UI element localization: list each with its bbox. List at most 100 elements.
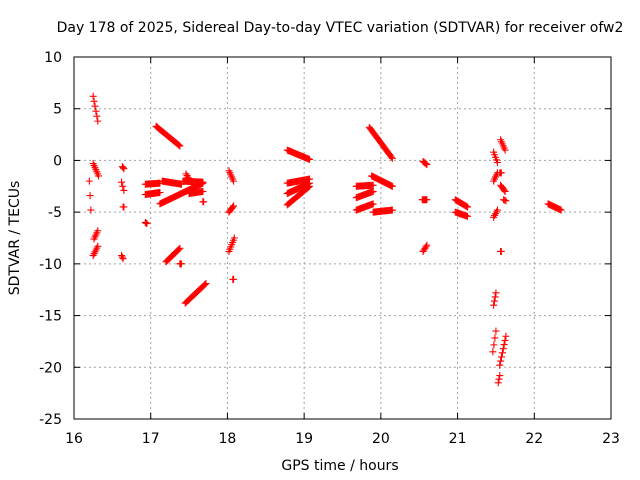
data-point (490, 297, 498, 305)
y-tick-label: -10 (39, 257, 62, 273)
data-point (229, 203, 237, 211)
data-point (464, 212, 472, 220)
data-point (87, 206, 95, 214)
data-point (94, 117, 102, 125)
data-point (491, 293, 499, 301)
data-point (369, 181, 377, 189)
data-point (176, 244, 184, 252)
y-tick-label: 10 (44, 50, 62, 66)
data-point (120, 186, 128, 194)
data-point (500, 186, 508, 194)
y-tick-label: -20 (39, 360, 62, 376)
x-tick-label: 16 (65, 431, 83, 447)
data-point (200, 198, 208, 206)
data-point (493, 206, 501, 214)
plot-frame (73, 56, 612, 420)
data-point (201, 280, 209, 288)
data-point (118, 178, 126, 186)
data-point (502, 197, 510, 205)
grid (74, 57, 611, 419)
data-point (230, 177, 238, 185)
data-point (496, 361, 504, 369)
data-point (489, 348, 497, 356)
x-axis-label: GPS time / hours (281, 458, 398, 474)
data-point (85, 177, 93, 185)
chart-title: Day 178 of 2025, Sidereal Day-to-day VTE… (57, 20, 624, 36)
data-point (492, 327, 500, 335)
y-tick-label: -25 (39, 412, 62, 428)
data-point (490, 341, 498, 349)
data-point (118, 253, 126, 261)
data-point (492, 289, 500, 297)
x-tick-label: 21 (449, 431, 467, 447)
data-point (185, 175, 193, 183)
data-point (369, 187, 377, 195)
data-point (501, 187, 509, 195)
data-point (176, 142, 184, 150)
data-point (495, 375, 503, 383)
data-point (305, 183, 313, 191)
data-point (230, 234, 238, 242)
x-tick-label: 18 (219, 431, 237, 447)
data-point (175, 245, 183, 253)
data-point (119, 182, 127, 190)
data-point (95, 172, 103, 180)
data-point (501, 336, 509, 344)
x-tick-label: 22 (525, 431, 543, 447)
data-point (199, 178, 207, 186)
data-point (199, 187, 207, 195)
data-point (120, 165, 128, 173)
data-point (423, 241, 431, 249)
data-point (497, 247, 505, 255)
data-point (230, 202, 238, 210)
data-point (230, 275, 238, 283)
data-point (500, 341, 508, 349)
data-points (85, 92, 565, 387)
data-point (463, 202, 471, 210)
data-point (499, 345, 507, 353)
data-point (502, 332, 510, 340)
data-point (497, 357, 505, 365)
y-tick-label: -5 (48, 205, 62, 221)
data-point (94, 227, 102, 235)
data-point (464, 203, 472, 211)
y-tick-label: 0 (53, 153, 62, 169)
data-point (156, 188, 164, 196)
data-point (388, 182, 396, 190)
data-point (306, 182, 314, 190)
data-point (369, 200, 377, 208)
data-point (177, 260, 185, 268)
data-point (423, 196, 431, 204)
data-point (387, 153, 395, 161)
data-point (498, 349, 506, 357)
data-point (119, 164, 127, 172)
x-tick-label: 19 (295, 431, 313, 447)
data-point (94, 242, 102, 250)
data-point (497, 169, 505, 177)
data-point (498, 353, 506, 361)
data-point (388, 206, 396, 214)
data-point (422, 160, 430, 168)
axis-ticks: 16 17 18 19 20 21 22 23 10 5 0 -5 -10 -15 -20 -25 (39, 50, 620, 447)
y-tick-label: 5 (53, 102, 62, 118)
data-point (119, 255, 127, 263)
data-point (202, 280, 210, 288)
data-point (557, 206, 565, 214)
data-point (90, 97, 98, 105)
data-point (388, 154, 396, 162)
data-point (184, 173, 192, 181)
data-point (92, 107, 100, 115)
data-point (306, 155, 314, 163)
data-point (501, 146, 509, 154)
data-point (143, 220, 151, 228)
data-point (89, 92, 97, 100)
x-tick-label: 20 (372, 431, 390, 447)
data-point (494, 379, 502, 387)
data-point (490, 301, 498, 309)
y-axis-label: SDTVAR / TECUs (7, 181, 23, 296)
y-tick-label: -15 (39, 309, 62, 325)
data-point (93, 112, 101, 120)
data-point (491, 334, 499, 342)
